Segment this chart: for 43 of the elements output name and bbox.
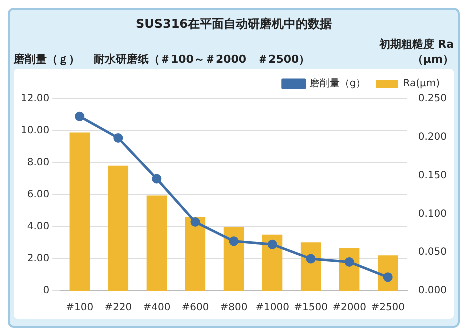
- chart-subtitle: 耐水研磨纸（＃100～＃2000 ＃2500）: [94, 52, 312, 67]
- y-tick-label: 2.00: [27, 254, 50, 265]
- y-tick-label: 6.00: [27, 190, 50, 201]
- x-tick-label: #220: [104, 302, 132, 314]
- chart-title: SUS316在平面自动研磨机中的数据: [134, 16, 334, 33]
- point: [344, 257, 354, 267]
- point: [114, 133, 124, 143]
- y2-tick-label: 0.100: [418, 208, 448, 220]
- x-tick-label: #600: [182, 302, 210, 314]
- bar: [146, 196, 168, 291]
- y-tick-label: 8.00: [27, 158, 50, 169]
- point: [229, 236, 239, 246]
- point: [75, 112, 85, 122]
- point: [190, 217, 200, 227]
- bar: [300, 242, 322, 291]
- y2-tick-label: 0.050: [418, 247, 448, 258]
- x-tick-label: #1000: [256, 302, 290, 314]
- x-tick-label: #2500: [371, 302, 406, 314]
- x-tick-label: #1500: [294, 302, 328, 314]
- legend-label: Ra(μm): [403, 78, 440, 90]
- point: [306, 254, 316, 264]
- x-tick-label: #400: [143, 302, 171, 314]
- bar: [108, 166, 129, 291]
- point: [152, 174, 162, 184]
- point: [268, 240, 278, 250]
- y-tick-label: 12.00: [20, 94, 50, 105]
- bar: [224, 227, 244, 291]
- y-tick-label: 10.00: [20, 126, 50, 137]
- y-tick-label: 4.00: [27, 222, 50, 233]
- y2-tick-label: 0.000: [418, 286, 448, 297]
- y2-tick-label: 0.200: [418, 132, 448, 143]
- x-tick-label: #100: [66, 302, 94, 314]
- y-tick-label: 0: [43, 286, 50, 297]
- y-axis-title: 磨削量（ｇ）: [14, 52, 81, 67]
- bar: [70, 132, 90, 291]
- bar: [185, 217, 206, 291]
- legend-label: 磨削量（g）: [310, 78, 366, 90]
- y2-tick-label: 0.250: [418, 94, 448, 105]
- bar: [262, 234, 283, 291]
- x-tick-label: #2000: [332, 302, 366, 314]
- y2-tick-label: 0.150: [418, 170, 448, 182]
- y2-axis-title: 初期粗糙度 Ra（μm）: [378, 37, 454, 67]
- x-tick-label: #800: [220, 302, 248, 314]
